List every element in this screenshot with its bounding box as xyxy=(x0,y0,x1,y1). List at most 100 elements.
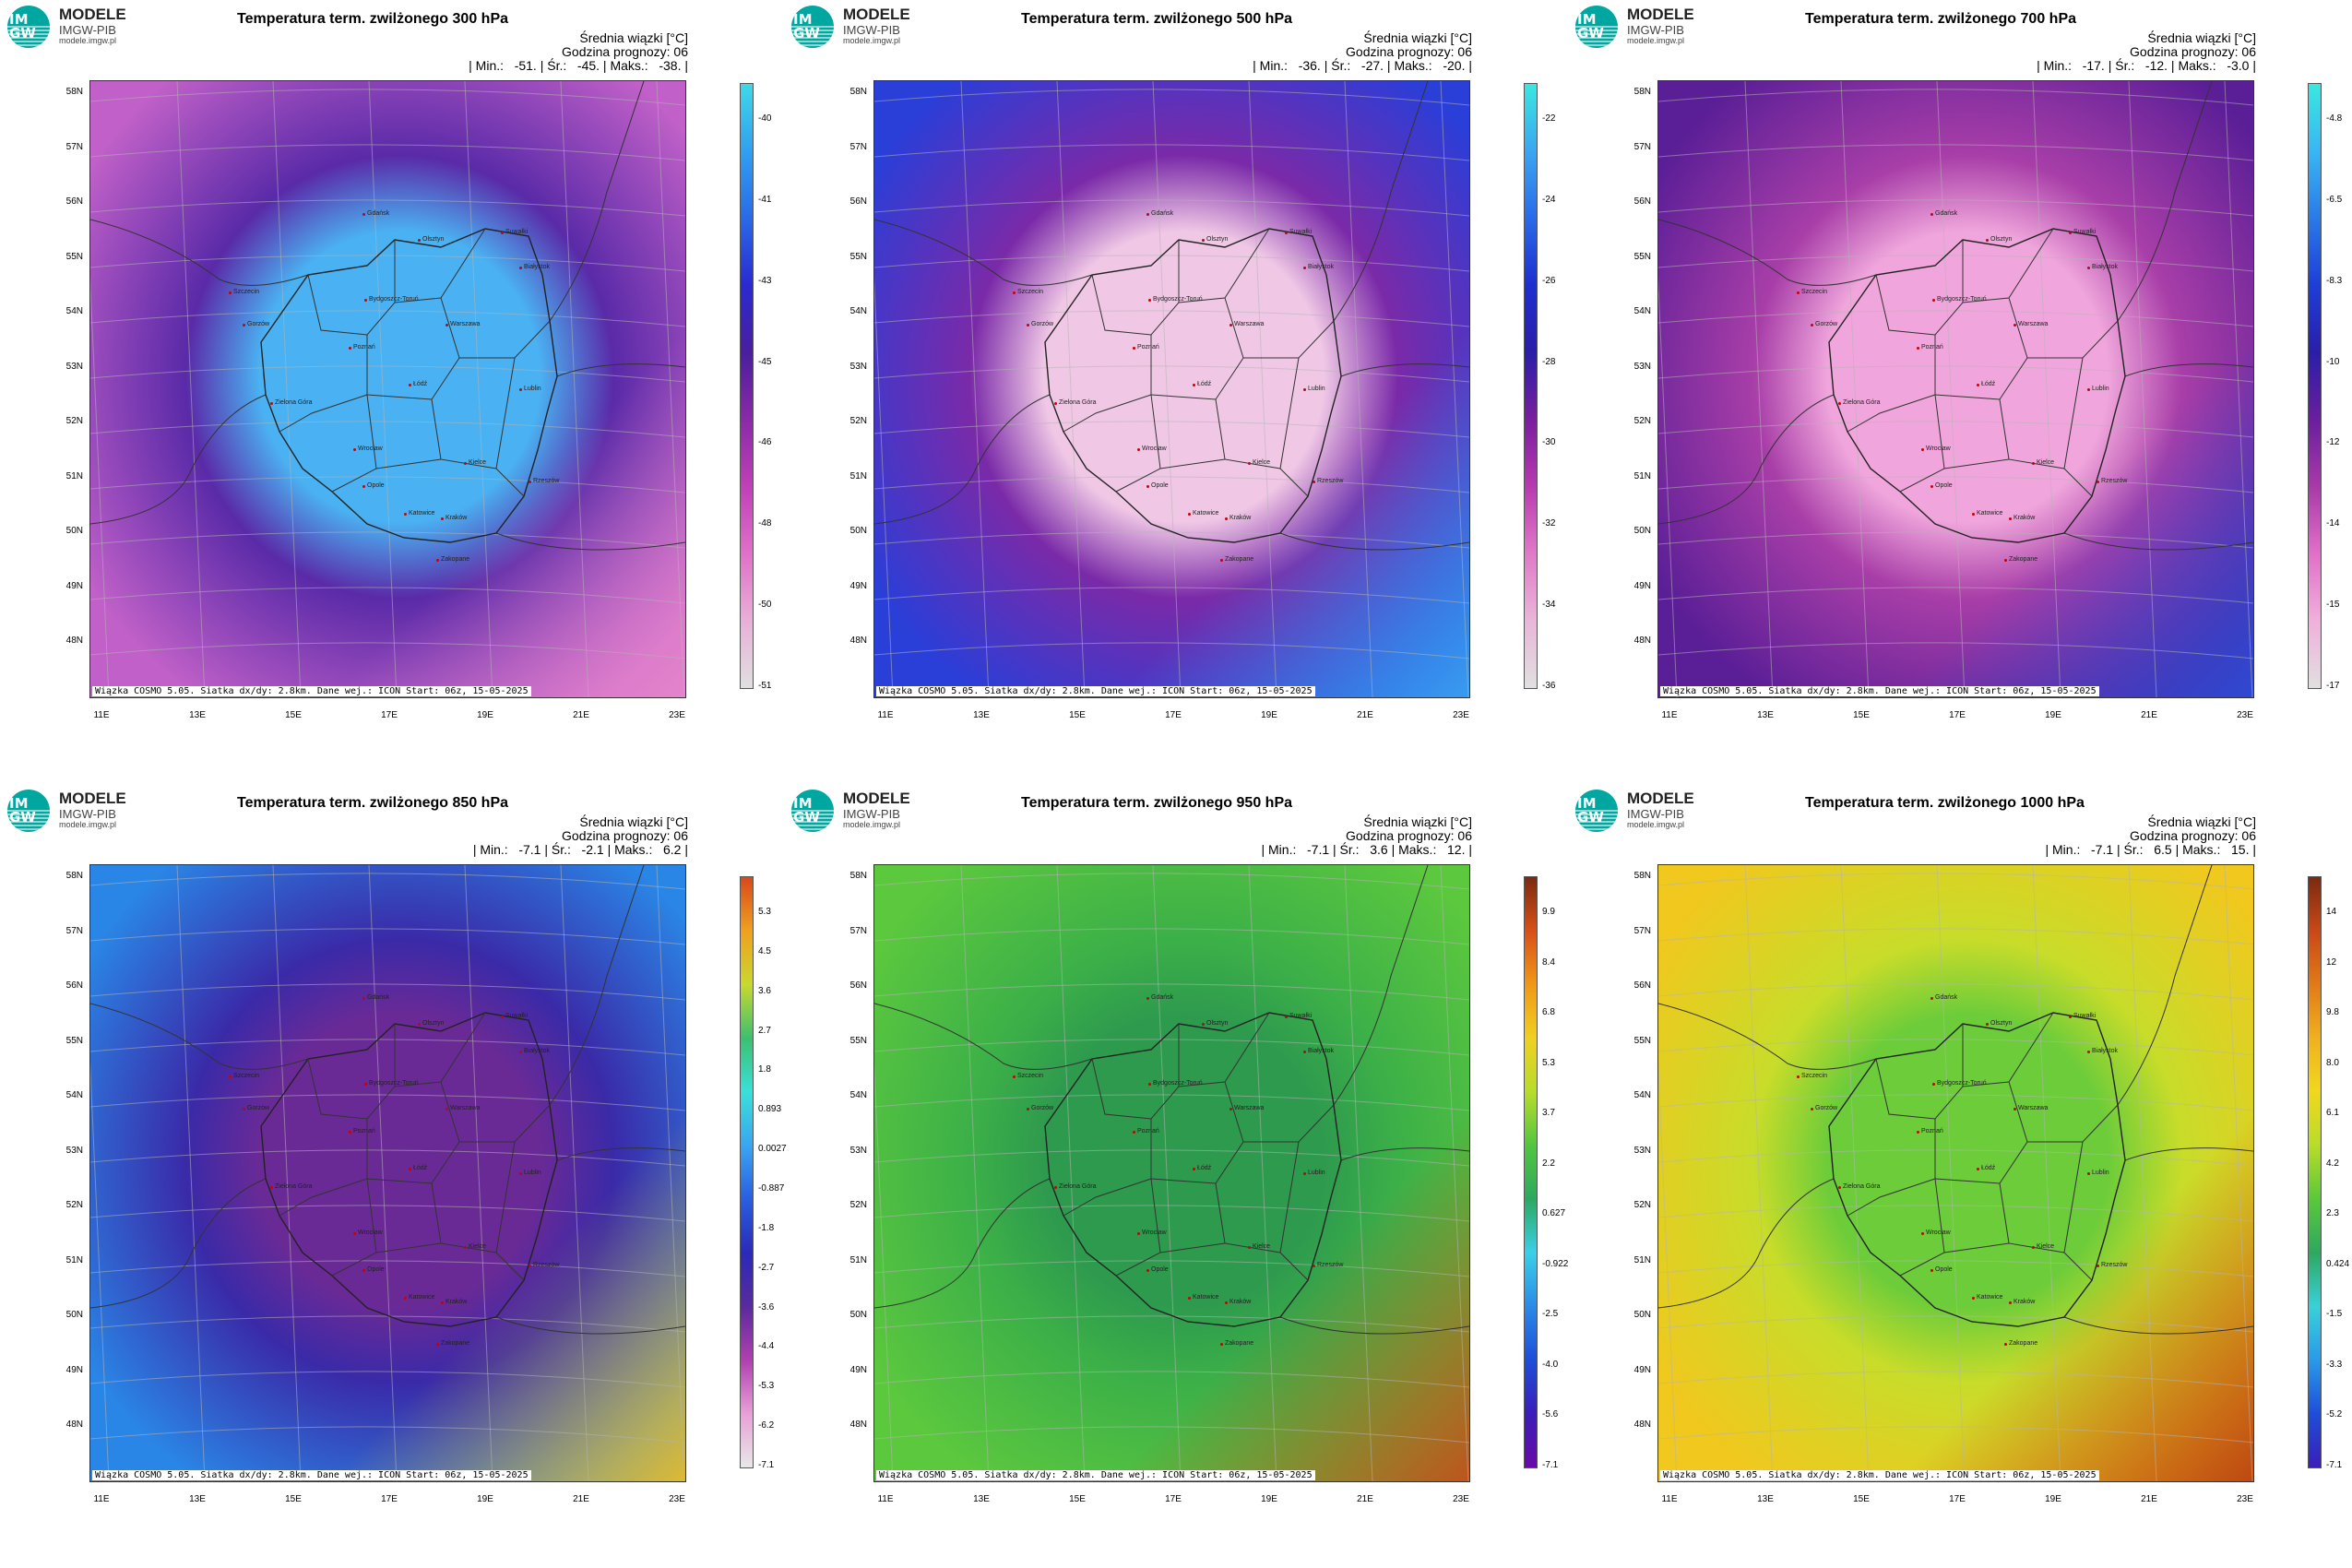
colorbar-tick-label: -1.5 xyxy=(2326,1309,2343,1320)
colorbar-tick-label: -1.8 xyxy=(758,1222,775,1233)
latitude-label: 52N xyxy=(65,416,83,426)
city-label: Rzeszów xyxy=(528,1262,560,1268)
city-label: Katowice xyxy=(403,1294,435,1301)
city-label: Zielona Góra xyxy=(269,399,313,406)
city-label: Bydgoszcz-Toruń xyxy=(364,1080,419,1087)
city-label: Wrocław xyxy=(1921,1229,1951,1236)
info-mean-label: Średnia wiązki [°C] xyxy=(2147,30,2256,45)
logo-url: modele.imgw.pl xyxy=(59,36,117,45)
latitude-label: 53N xyxy=(849,1145,867,1156)
logo-url: modele.imgw.pl xyxy=(1627,820,1685,829)
latitude-label: 56N xyxy=(849,196,867,207)
city-label: Gorzów xyxy=(1026,1105,1054,1111)
model-footer: Wiązka COSMO 5.05. Siatka dx/dy: 2.8km. … xyxy=(92,686,531,696)
longitude-label: 23E xyxy=(669,710,685,720)
latitude-label: 56N xyxy=(1633,196,1651,207)
latitude-label: 57N xyxy=(65,141,83,152)
map-canvas xyxy=(90,865,685,1481)
latitude-label: 50N xyxy=(1633,526,1651,536)
longitude-label: 19E xyxy=(477,1494,493,1504)
city-label: Opole xyxy=(1146,482,1169,489)
colorbar-tick-label: -0.922 xyxy=(1542,1258,1569,1269)
longitude-label: 13E xyxy=(1757,1494,1774,1504)
logo-title: MODELE xyxy=(1627,790,1694,807)
city-label: Białystok xyxy=(1302,1048,1335,1054)
city-label: Gorzów xyxy=(1026,321,1054,327)
city-label: Szczecin xyxy=(1012,1073,1044,1079)
forecast-panel: IM GW MODELE IMGW-PIB modele.imgw.pl Tem… xyxy=(784,0,1568,784)
colorbar-tick-label: 4.2 xyxy=(2326,1158,2339,1169)
longitude-label: 11E xyxy=(1661,710,1678,720)
logo-title: MODELE xyxy=(843,790,910,807)
city-label: Białystok xyxy=(518,264,551,270)
longitude-label: 23E xyxy=(2237,1494,2253,1504)
city-label: Białystok xyxy=(2086,264,2119,270)
city-label: Bydgoszcz-Toruń xyxy=(1148,1080,1203,1087)
colorbar-tick-label: -51 xyxy=(758,681,772,691)
colorbar-tick-label: -24 xyxy=(1542,194,1556,205)
stats-info: Średnia wiązki [°C] Godzina prognozy: 06… xyxy=(469,31,688,73)
city-label: Szczecin xyxy=(228,289,260,295)
longitude-label: 17E xyxy=(381,710,398,720)
city-label: Rzeszów xyxy=(528,478,560,484)
latitude-label: 50N xyxy=(849,526,867,536)
city-label: Opole xyxy=(362,1266,385,1273)
latitude-label: 53N xyxy=(849,361,867,372)
city-label: Gdańsk xyxy=(362,994,390,1001)
colorbar-tick-label: -28 xyxy=(1542,356,1556,367)
logo-mark-text: IM GW xyxy=(1577,11,1604,42)
longitude-label: 17E xyxy=(1165,1494,1182,1504)
city-label: Szczecin xyxy=(1796,1073,1828,1079)
colorbar-tick-label: -4.4 xyxy=(758,1341,775,1352)
stats-info: Średnia wiązki [°C] Godzina prognozy: 06… xyxy=(473,815,688,857)
city-label: Gdańsk xyxy=(1930,210,1958,217)
model-footer: Wiązka COSMO 5.05. Siatka dx/dy: 2.8km. … xyxy=(1660,1470,2099,1480)
latitude-label: 55N xyxy=(849,251,867,262)
longitude-label: 23E xyxy=(1453,710,1469,720)
temperature-map: Wiązka COSMO 5.05. Siatka dx/dy: 2.8km. … xyxy=(89,80,686,698)
latitude-label: 58N xyxy=(1633,871,1651,881)
city-label: Suwałki xyxy=(500,1013,529,1019)
longitude-label: 17E xyxy=(381,1494,398,1504)
longitude-label: 23E xyxy=(669,1494,685,1504)
panel-title: Temperatura term. zwilżonego 300 hPa xyxy=(237,11,509,27)
latitude-label: 49N xyxy=(65,1364,83,1375)
city-label: Łódź xyxy=(1976,1165,1996,1171)
city-label: Wrocław xyxy=(353,445,383,452)
longitude-label: 17E xyxy=(1949,1494,1966,1504)
colorbar-tick-label: 6.1 xyxy=(2326,1108,2339,1119)
colorbar xyxy=(740,876,754,1468)
colorbar-tick-label: 3.7 xyxy=(1542,1108,1555,1119)
city-label: Łódź xyxy=(1192,1165,1212,1171)
forecast-panel: IM GW MODELE IMGW-PIB modele.imgw.pl Tem… xyxy=(0,0,784,784)
logo-title: MODELE xyxy=(59,6,126,23)
city-label: Gorzów xyxy=(242,1105,270,1111)
city-label: Poznań xyxy=(1917,344,1943,350)
city-label: Warszawa xyxy=(1229,321,1265,327)
colorbar-tick-label: -22 xyxy=(1542,113,1556,124)
city-label: Kielce xyxy=(463,459,487,466)
colorbar-tick-label: 0.627 xyxy=(1542,1208,1566,1219)
colorbar-tick-label: 0.424 xyxy=(2326,1258,2350,1269)
city-label: Lublin xyxy=(2087,386,2109,392)
longitude-label: 21E xyxy=(1357,710,1373,720)
city-label: Gorzów xyxy=(1810,1105,1838,1111)
longitude-label: 11E xyxy=(877,1494,894,1504)
city-label: Olsztyn xyxy=(417,1020,445,1027)
city-label: Poznań xyxy=(349,344,375,350)
latitude-label: 53N xyxy=(1633,361,1651,372)
city-label: Lublin xyxy=(519,1170,541,1176)
city-label: Opole xyxy=(1930,482,1953,489)
temperature-map: Wiązka COSMO 5.05. Siatka dx/dy: 2.8km. … xyxy=(873,80,1470,698)
latitude-label: 51N xyxy=(849,470,867,481)
country-border xyxy=(1828,228,2126,543)
colorbar-tick-label: -2.5 xyxy=(1542,1309,1559,1320)
imgw-logo-mark: IM GW xyxy=(7,790,50,832)
logo-subtitle: IMGW-PIB xyxy=(59,807,116,821)
city-label: Kraków xyxy=(1224,515,1252,521)
stats-info: Średnia wiązki [°C] Godzina prognozy: 06… xyxy=(1253,31,1472,73)
city-label: Kraków xyxy=(440,1299,468,1305)
latitude-label: 49N xyxy=(1633,1364,1651,1375)
country-border xyxy=(1828,1012,2126,1327)
city-label: Szczecin xyxy=(228,1073,260,1079)
